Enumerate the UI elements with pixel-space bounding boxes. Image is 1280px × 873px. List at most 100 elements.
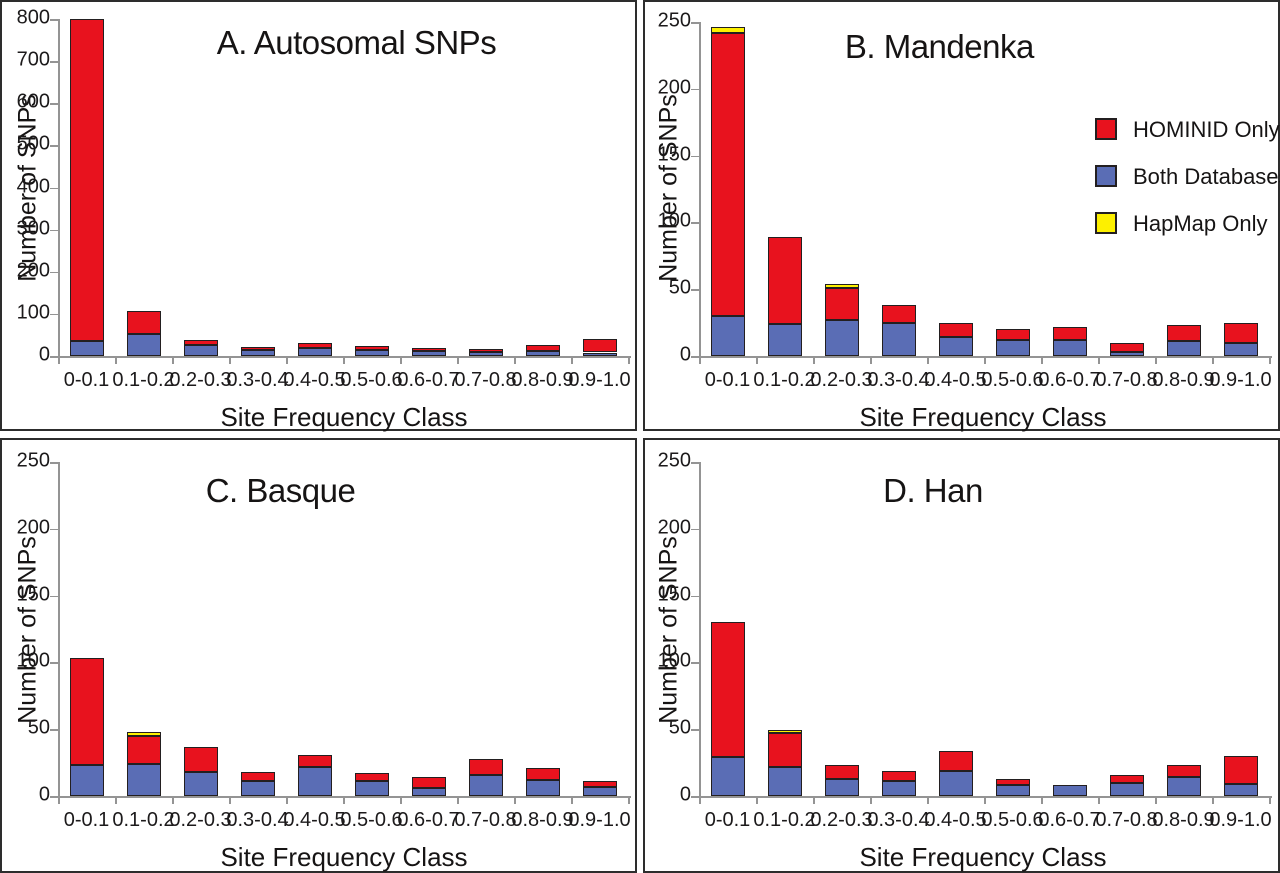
bar-0.6-0.7-both-databases <box>411 787 446 796</box>
y-tickmark <box>691 88 699 91</box>
x-tick-label: 0.6-0.7 <box>397 369 460 391</box>
y-tickmark <box>50 662 58 664</box>
bar-0.9-1.0-hominid-only <box>1223 755 1258 784</box>
bar-0.7-0.8-both-databases <box>1109 351 1144 356</box>
plot-area: 0 100 200 300 400 500 600 700 800 0-0.1 0.1-0.2 0.2… <box>2 2 635 429</box>
x-tickmark <box>870 797 872 804</box>
bar-0.8-0.9-hominid-only <box>525 767 560 780</box>
bar-0.7-0.8-hominid-only <box>1109 342 1144 352</box>
y-tickmark <box>691 796 699 798</box>
x-tick-label: 0.8-0.9 <box>511 369 574 391</box>
bar-0.9-1.0-both-databases <box>1223 342 1258 356</box>
legend-swatch-hapmap-only <box>1095 212 1117 234</box>
bar-0.9-1.0-both-databases <box>582 786 617 796</box>
x-tickmark <box>1041 357 1043 364</box>
panel-c-basque: C. Basque Number of SNPs 0 50 100 150 200 250… <box>0 438 637 873</box>
y-tick-label: 300 <box>16 217 50 240</box>
bar-0.9-1.0-hominid-only <box>582 781 617 787</box>
x-tick-label: 0.1-0.2 <box>112 369 175 391</box>
x-tickmark <box>927 357 929 364</box>
x-tickmark <box>756 357 758 364</box>
x-tick-label: 0.1-0.2 <box>753 369 816 391</box>
x-tickmark <box>229 357 231 364</box>
bar-0.1-0.2-both-databases <box>126 334 161 356</box>
x-tickmark <box>172 357 174 364</box>
x-tickmark <box>571 357 573 364</box>
x-tick-label: 0.7-0.8 <box>1095 369 1158 391</box>
bar-0.8-0.9-both-databases <box>525 779 560 796</box>
x-tickmark <box>115 797 117 804</box>
bar-0.8-0.9-hominid-only <box>1166 325 1201 342</box>
bar-0.3-0.4-both-databases <box>240 781 275 796</box>
y-tickmark <box>691 222 699 224</box>
y-axis-line <box>699 22 701 356</box>
bar-0.4-0.5-hominid-only <box>297 754 332 767</box>
y-tickmark <box>50 187 58 189</box>
y-tick-label: 200 <box>657 516 691 539</box>
bar-0.7-0.8-hominid-only <box>468 758 503 775</box>
y-tickmark <box>691 356 699 358</box>
bar-0.7-0.8-hominid-only <box>468 348 503 353</box>
x-tickmark <box>1098 797 1100 804</box>
y-tickmark <box>50 595 58 598</box>
bar-0.2-0.3-hominid-only <box>183 340 218 346</box>
x-tick-label: 0.6-0.7 <box>1038 809 1101 831</box>
legend-swatch-hominid-only <box>1095 118 1117 140</box>
x-tickmark <box>400 797 402 804</box>
x-tickmark <box>229 797 231 804</box>
bar-0.6-0.7-hominid-only <box>411 347 446 352</box>
x-tick-label: 0.4-0.5 <box>924 369 987 391</box>
bar-0.2-0.3-both-databases <box>183 345 218 356</box>
x-tick-label: 0.8-0.9 <box>511 809 574 831</box>
panel-d-han: D. Han Number of SNPs 0 50 100 150 200 250 0-0… <box>643 438 1280 873</box>
x-tickmark <box>699 797 701 804</box>
plot-area: 0 50 100 150 200 250 0-0.1 0.1-0.2 0.2-0.3 0.3-0.… <box>645 2 1278 429</box>
x-tick-label: 0.4-0.5 <box>283 809 346 831</box>
y-tickmark <box>50 271 58 274</box>
bar-0.1-0.2-both-databases <box>767 323 802 356</box>
y-tickmark <box>691 528 699 531</box>
x-tick-label: 0.5-0.6 <box>340 809 403 831</box>
x-tickmark <box>813 797 815 804</box>
bar-0-0.1-both-databases <box>69 765 104 796</box>
bar-0.2-0.3-both-databases <box>183 771 218 796</box>
y-tick-label: 200 <box>16 259 50 282</box>
x-axis-line <box>699 356 1272 358</box>
panel-b-mandenka: B. Mandenka Number of SNPs 0 50 100 150 200 2… <box>643 0 1280 432</box>
x-tick-label: 0.5-0.6 <box>981 809 1044 831</box>
y-tickmark <box>691 22 699 24</box>
bar-0.9-1.0-hominid-only <box>1223 322 1258 343</box>
legend-label: Both Databases <box>1133 164 1280 189</box>
x-tick-label: 0.2-0.3 <box>810 369 873 391</box>
x-tickmark <box>756 797 758 804</box>
x-tick-label: 0.6-0.7 <box>1038 369 1101 391</box>
x-tick-label: 0.5-0.6 <box>981 369 1044 391</box>
panel-title: D. Han <box>883 472 983 509</box>
plot-area: 0 50 100 150 200 250 0-0.1 0.1-0.2 0.2-0.3 0.3-0.… <box>2 440 635 871</box>
x-tick-label: 0.2-0.3 <box>810 809 873 831</box>
y-tick-label: 250 <box>657 449 691 472</box>
x-tick-label: 0.9-1.0 <box>568 809 631 831</box>
bar-0.6-0.7-both-databases <box>411 351 446 356</box>
bar-0.9-1.0-both-databases <box>1223 783 1258 796</box>
x-tickmark <box>984 797 986 804</box>
y-tick-label: 700 <box>16 48 50 71</box>
y-tick-label: 50 <box>668 276 691 299</box>
x-tick-label: 0.3-0.4 <box>867 809 930 831</box>
y-tick-label: 250 <box>16 449 50 472</box>
bar-0.2-0.3-hapmap-only <box>824 283 859 288</box>
bar-0.6-0.7-hominid-only <box>411 777 446 788</box>
x-tickmark <box>813 357 815 364</box>
x-tick-label: 0-0.1 <box>704 809 751 831</box>
x-tickmark <box>514 797 516 804</box>
x-tick-label: 0.4-0.5 <box>924 809 987 831</box>
x-axis-title: Site Frequency Class <box>220 402 468 432</box>
x-tick-label: 0.8-0.9 <box>1152 369 1215 391</box>
y-tick-label: 0 <box>38 343 50 366</box>
y-tick-label: 500 <box>16 132 50 155</box>
bar-0.5-0.6-hominid-only <box>995 329 1030 340</box>
bar-0.1-0.2-hominid-only <box>767 733 802 767</box>
x-tick-label: 0.3-0.4 <box>867 369 930 391</box>
y-tickmark <box>691 729 699 731</box>
bar-0-0.1-hominid-only <box>69 658 104 766</box>
